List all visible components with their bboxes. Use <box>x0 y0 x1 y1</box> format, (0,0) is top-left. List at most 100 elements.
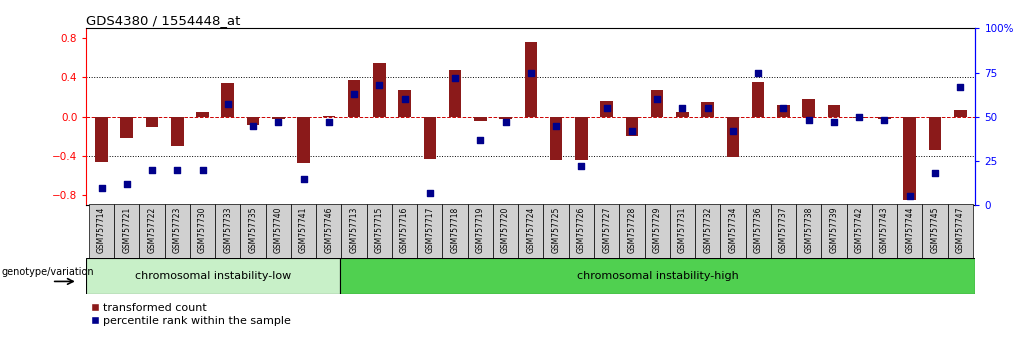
Text: GSM757725: GSM757725 <box>552 206 561 253</box>
Point <box>877 118 893 123</box>
Bar <box>852 117 866 118</box>
Bar <box>626 117 638 137</box>
Text: GSM757737: GSM757737 <box>779 206 788 253</box>
Bar <box>424 117 436 159</box>
Text: GSM757717: GSM757717 <box>426 206 434 253</box>
Bar <box>720 204 746 258</box>
Text: GSM757738: GSM757738 <box>805 206 813 253</box>
Bar <box>272 117 284 119</box>
Bar <box>145 117 158 127</box>
Point <box>675 105 691 111</box>
Bar <box>726 117 740 157</box>
Bar <box>746 204 771 258</box>
Point <box>851 114 868 120</box>
Bar <box>954 110 966 117</box>
Bar <box>215 204 241 258</box>
Text: GSM757721: GSM757721 <box>122 206 131 252</box>
Text: GSM757741: GSM757741 <box>299 206 308 253</box>
Bar <box>828 105 840 117</box>
Bar <box>872 204 897 258</box>
Text: GSM757742: GSM757742 <box>854 206 864 253</box>
Text: genotype/variation: genotype/variation <box>2 267 94 277</box>
Bar <box>165 204 190 258</box>
Point <box>194 167 210 173</box>
Bar <box>340 258 975 294</box>
Bar <box>777 105 789 117</box>
Point <box>901 194 917 199</box>
Bar <box>524 42 537 117</box>
Bar <box>449 70 461 117</box>
Text: GSM757743: GSM757743 <box>880 206 889 253</box>
Bar <box>341 204 367 258</box>
Text: GSM757716: GSM757716 <box>400 206 409 253</box>
Bar <box>878 117 891 119</box>
Point <box>498 119 514 125</box>
Text: GDS4380 / 1554448_at: GDS4380 / 1554448_at <box>86 14 241 27</box>
Legend: transformed count, percentile rank within the sample: transformed count, percentile rank withi… <box>91 303 291 326</box>
Point <box>93 185 110 190</box>
Text: GSM757747: GSM757747 <box>956 206 965 253</box>
Text: GSM757719: GSM757719 <box>475 206 485 253</box>
Bar <box>518 204 544 258</box>
Point <box>270 119 287 125</box>
Bar <box>550 117 563 160</box>
Bar <box>316 204 341 258</box>
Bar <box>196 112 209 117</box>
Bar <box>114 204 139 258</box>
Bar <box>897 204 923 258</box>
Point <box>522 70 538 75</box>
Text: GSM757714: GSM757714 <box>97 206 106 253</box>
Bar <box>620 204 644 258</box>
Bar <box>373 63 386 117</box>
Bar <box>96 117 108 162</box>
Text: GSM757736: GSM757736 <box>754 206 763 253</box>
Text: GSM757718: GSM757718 <box>450 206 459 252</box>
Text: GSM757744: GSM757744 <box>905 206 914 253</box>
Text: GSM757724: GSM757724 <box>526 206 535 253</box>
Bar <box>88 204 114 258</box>
Point <box>296 176 312 182</box>
Text: GSM757739: GSM757739 <box>829 206 838 253</box>
Point <box>144 167 161 173</box>
Bar <box>221 84 234 117</box>
Point <box>548 123 564 129</box>
Point <box>927 171 943 176</box>
Bar <box>903 117 916 200</box>
Point <box>801 118 817 123</box>
Point <box>371 82 387 88</box>
Text: GSM757715: GSM757715 <box>375 206 384 253</box>
Text: GSM757728: GSM757728 <box>628 206 636 252</box>
Point <box>245 123 261 129</box>
Point <box>219 102 236 107</box>
Text: chromosomal instability-low: chromosomal instability-low <box>135 271 292 281</box>
Point <box>724 128 741 134</box>
Point <box>598 105 615 111</box>
Text: GSM757727: GSM757727 <box>602 206 612 253</box>
Bar <box>247 117 259 125</box>
Point <box>422 190 438 196</box>
Bar <box>86 258 340 294</box>
Bar <box>771 204 797 258</box>
Text: GSM757734: GSM757734 <box>728 206 738 253</box>
Bar <box>651 90 663 117</box>
Bar <box>171 117 184 146</box>
Bar <box>398 90 410 117</box>
Text: GSM757732: GSM757732 <box>703 206 712 253</box>
Bar <box>418 204 442 258</box>
Bar <box>695 204 720 258</box>
Bar <box>544 204 569 258</box>
Bar <box>701 102 714 117</box>
Point <box>952 84 968 90</box>
Text: GSM757735: GSM757735 <box>249 206 257 253</box>
Bar <box>797 204 821 258</box>
Text: GSM757723: GSM757723 <box>173 206 182 253</box>
Bar <box>493 204 518 258</box>
Text: GSM757729: GSM757729 <box>652 206 661 253</box>
Text: GSM757746: GSM757746 <box>324 206 333 253</box>
Text: GSM757730: GSM757730 <box>198 206 207 253</box>
Point <box>750 70 766 75</box>
Bar <box>948 204 973 258</box>
Bar <box>367 204 392 258</box>
Bar <box>644 204 670 258</box>
Text: GSM757720: GSM757720 <box>501 206 510 253</box>
